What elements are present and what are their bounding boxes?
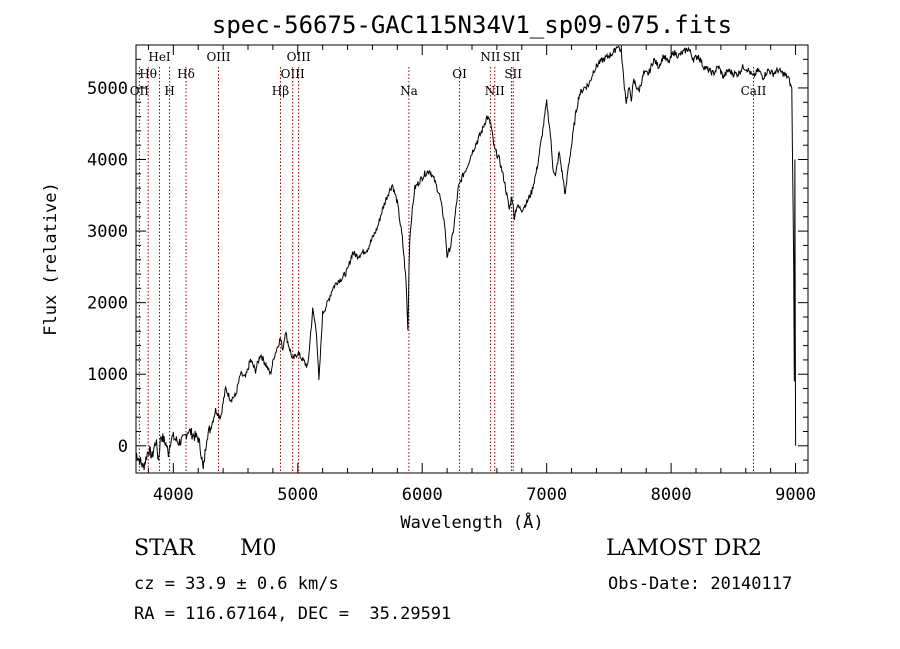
plot-frame: [135, 44, 809, 474]
spectral-line-label: OI: [452, 67, 467, 81]
spectral-line-label: OII: [130, 84, 150, 98]
x-tick-label: 7000: [526, 485, 567, 505]
chart-title: spec-56675-GAC115N34V1_sp09-075.fits: [212, 11, 732, 39]
survey-name: LAMOST DR2: [606, 536, 762, 561]
y-axis-label: Flux (relative): [41, 182, 61, 336]
spectral-line-labels: OIIHθHeIHHδOIIIHβOIIIOIIINaOINIINIISIISI…: [130, 50, 767, 98]
y-tick-label: 2000: [87, 294, 128, 314]
coordinates: RA = 116.67164, DEC = 35.29591: [134, 604, 452, 624]
spectrum-line: [135, 45, 797, 470]
spectral-line-label: Hβ: [272, 84, 289, 98]
y-tick-label: 4000: [87, 151, 128, 171]
spectral-line-label: OIII: [287, 50, 311, 64]
spectral-line-label: NII: [485, 84, 505, 98]
axis-ticks: [136, 44, 808, 473]
y-tick-labels: 0 1000 2000 3000 4000 5000: [87, 79, 128, 457]
spectral-line-label: Na: [400, 84, 418, 98]
y-tick-label: 1000: [87, 365, 128, 385]
spectral-line-label: HeI: [148, 50, 171, 64]
object-type: STAR: [134, 536, 195, 561]
x-tick-label: 5000: [277, 485, 318, 505]
x-tick-label: 9000: [775, 485, 816, 505]
y-tick-label: 0: [118, 437, 128, 457]
y-tick-label: 5000: [87, 79, 128, 99]
object-class: M0: [240, 536, 277, 561]
x-axis-label: Wavelength (Å): [400, 511, 543, 533]
spectral-line-markers: [138, 67, 754, 473]
spectral-line-label: H: [164, 84, 174, 98]
spectral-line-label: SII: [504, 67, 522, 81]
spectral-line-label: Hδ: [177, 67, 195, 81]
spectral-line-label: OIII: [281, 67, 305, 81]
spectral-line-label: CaII: [741, 84, 767, 98]
observation-date: Obs-Date: 20140117: [608, 574, 793, 594]
spectral-line-label: OIII: [206, 50, 230, 64]
spectral-line-label: SII: [503, 50, 521, 64]
x-tick-label: 6000: [402, 485, 443, 505]
x-tick-label: 4000: [153, 485, 194, 505]
spectral-line-label: Hθ: [139, 67, 157, 81]
redshift-value: cz = 33.9 ± 0.6 km/s: [134, 574, 339, 594]
x-tick-label: 8000: [651, 485, 692, 505]
spectral-line-label: NII: [480, 50, 500, 64]
y-tick-label: 3000: [87, 222, 128, 242]
x-tick-labels: 4000 5000 6000 7000 8000 9000: [153, 485, 816, 505]
